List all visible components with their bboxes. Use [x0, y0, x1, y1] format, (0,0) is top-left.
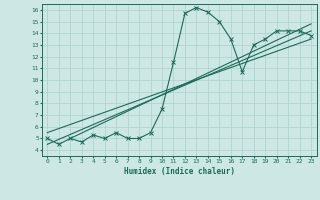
X-axis label: Humidex (Indice chaleur): Humidex (Indice chaleur) — [124, 167, 235, 176]
